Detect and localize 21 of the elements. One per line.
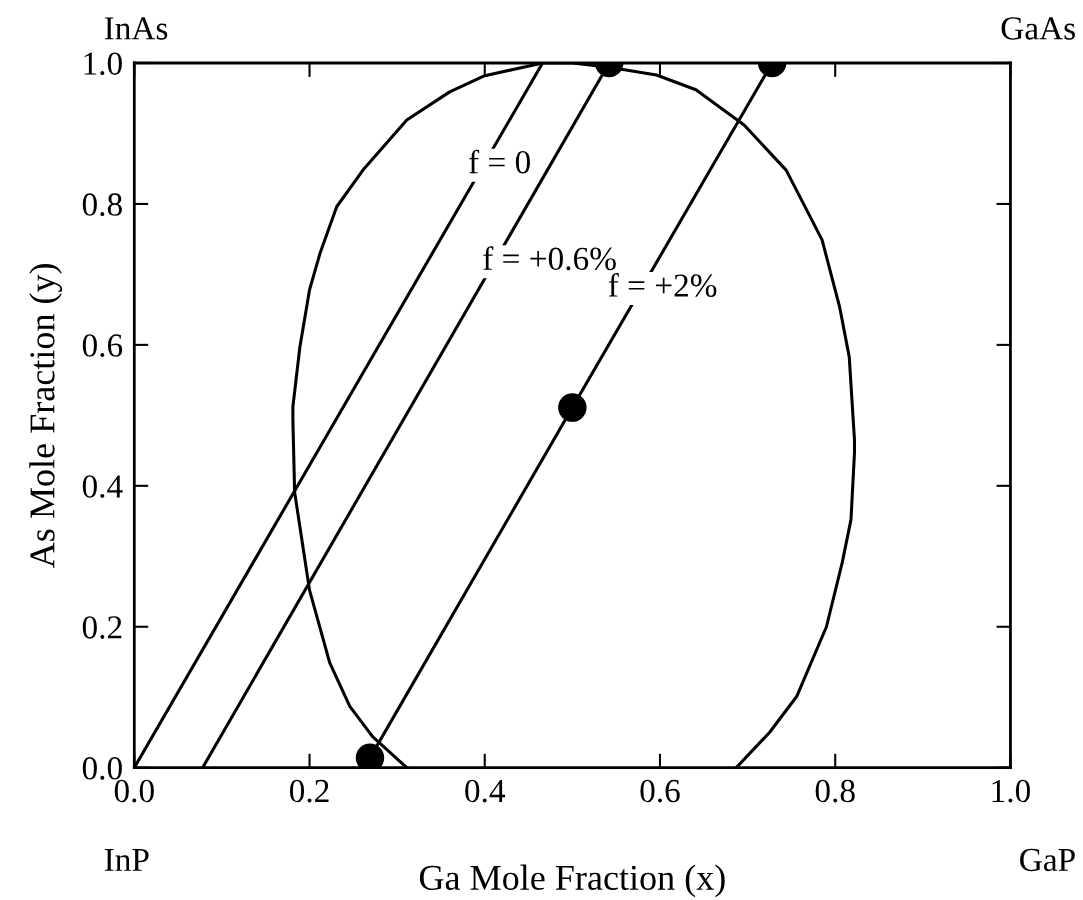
text: GaAs (1001, 17, 1075, 40)
text: GaP (1020, 848, 1075, 872)
y-tick-label: 0.0 (82, 757, 122, 780)
annotation: f = 0 (469, 149, 530, 174)
y-tick-label: 0.6 (82, 334, 123, 357)
y-tick-label: 1.0 (84, 52, 122, 76)
x-tick-label: 0.0 (114, 779, 154, 803)
text: InP (104, 849, 149, 871)
y-axis-title: As Mole Fraction (y) (29, 264, 63, 568)
x-tick-label: 0.6 (640, 779, 680, 803)
y-tick-label: 0.8 (82, 193, 122, 216)
x-tick-label: 0.4 (465, 779, 506, 803)
x-tick-label: 0.2 (289, 779, 329, 803)
annotation: f = +0.6% (483, 246, 616, 271)
x-tick-label: 0.8 (815, 779, 855, 803)
y-tick-label: 0.4 (82, 475, 123, 498)
annotation: f = +2% (608, 273, 717, 297)
x-tick-label: 1.0 (992, 779, 1030, 803)
x-axis-title: Ga Mole Fraction (x) (419, 864, 725, 898)
y-tick-label: 0.2 (82, 616, 122, 639)
text: InAs (104, 17, 168, 40)
